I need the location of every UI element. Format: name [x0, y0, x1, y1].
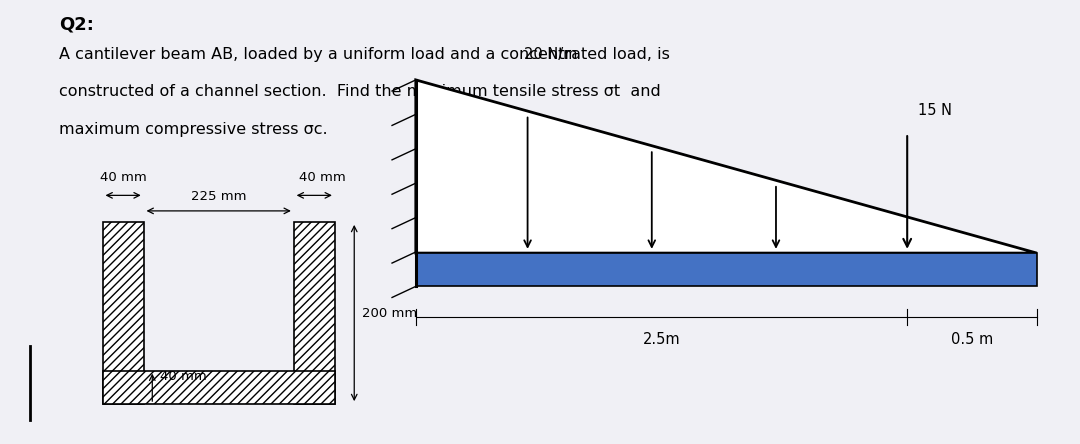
- Text: 40 mm: 40 mm: [299, 171, 346, 184]
- Text: 40 mm: 40 mm: [160, 370, 206, 383]
- Polygon shape: [103, 222, 144, 404]
- Polygon shape: [103, 371, 335, 404]
- Text: maximum compressive stress σc.: maximum compressive stress σc.: [59, 122, 328, 137]
- Polygon shape: [294, 222, 335, 404]
- Text: 40 mm: 40 mm: [100, 171, 147, 184]
- Text: 225 mm: 225 mm: [191, 190, 246, 203]
- Polygon shape: [416, 80, 1037, 253]
- Text: 15 N: 15 N: [918, 103, 951, 118]
- Text: A cantilever beam AB, loaded by a uniform load and a concentrated load, is: A cantilever beam AB, loaded by a unifor…: [59, 47, 671, 62]
- Text: 0.5 m: 0.5 m: [950, 332, 994, 347]
- Text: constructed of a channel section.  Find the maximum tensile stress σt  and: constructed of a channel section. Find t…: [59, 84, 661, 99]
- Bar: [416, 253, 1037, 286]
- Text: Q2:: Q2:: [59, 16, 94, 34]
- Text: 2.5m: 2.5m: [643, 332, 680, 347]
- Text: 200 mm: 200 mm: [362, 306, 417, 320]
- Text: 20 N/m: 20 N/m: [524, 47, 577, 62]
